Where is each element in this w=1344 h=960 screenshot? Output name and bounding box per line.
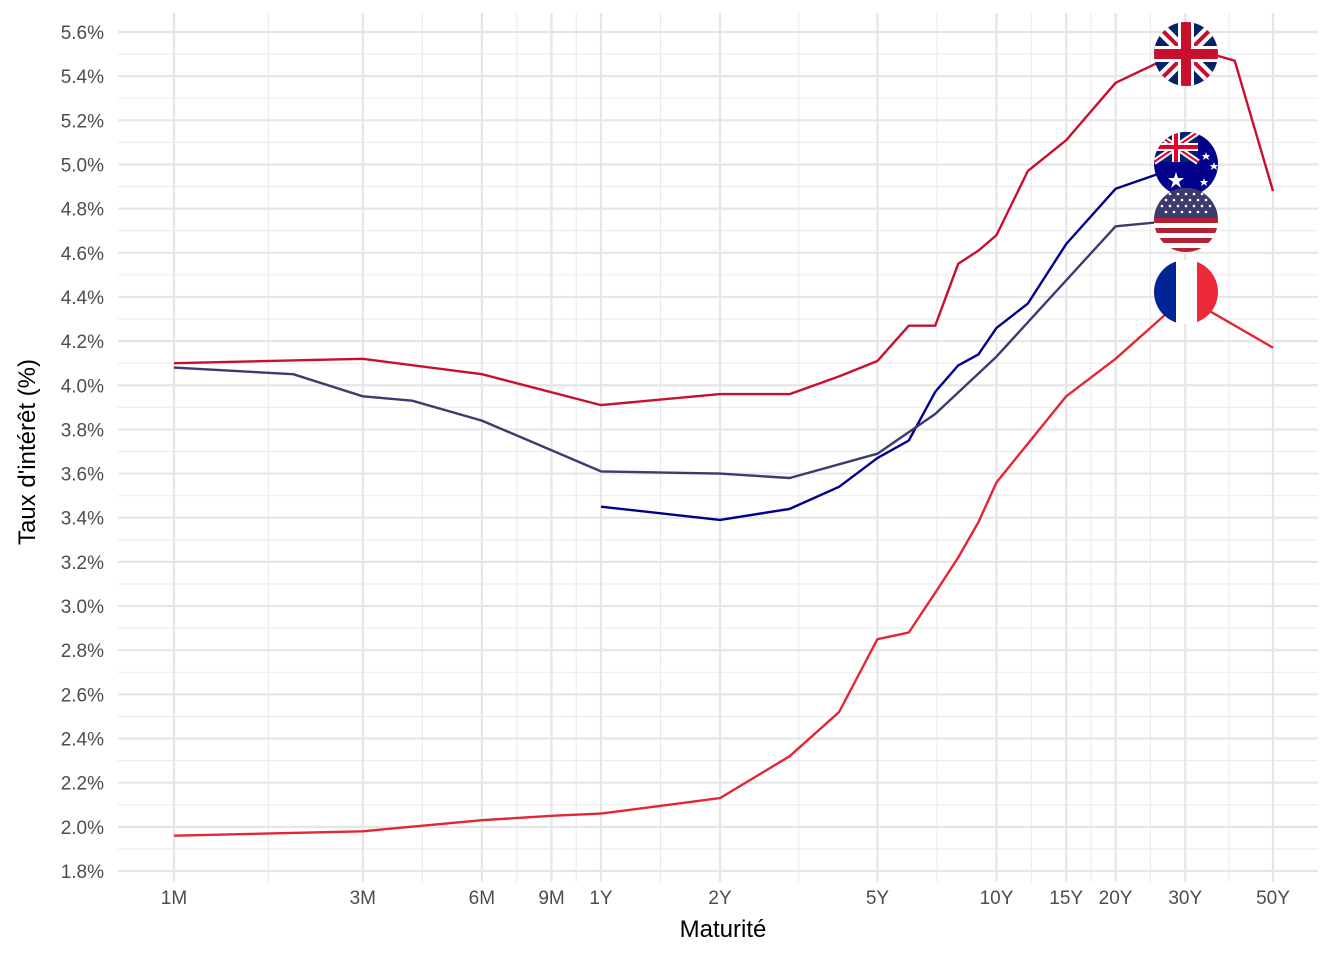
australia-flag-icon xyxy=(1154,132,1218,196)
x-tick-label: 6M xyxy=(469,888,495,909)
y-axis-ticks: 1.8% 2.0% 2.2% 2.4% 2.6% 2.8% 3.0% 3.2% 3.4% 3.6%… xyxy=(61,23,104,883)
x-tick-label: 10Y xyxy=(980,888,1014,909)
y-tick-label: 4.2% xyxy=(61,332,104,353)
y-tick-label: 3.4% xyxy=(61,509,104,530)
x-tick-label: 1Y xyxy=(589,888,613,909)
uk-flag-icon xyxy=(1154,22,1218,86)
x-tick-label: 15Y xyxy=(1049,888,1083,909)
x-tick-label: 2Y xyxy=(708,888,732,909)
y-tick-label: 2.4% xyxy=(61,730,104,751)
y-tick-label: 2.2% xyxy=(61,774,104,795)
australia-yield-line xyxy=(600,163,1186,522)
france-flag-icon xyxy=(1154,260,1218,324)
x-tick-label: 30Y xyxy=(1168,888,1202,909)
y-tick-label: 2.0% xyxy=(61,818,104,839)
y-tick-label: 4.8% xyxy=(61,200,104,221)
series-lines xyxy=(173,48,1275,837)
uk-yield-line xyxy=(173,48,1275,407)
y-tick-label: 2.6% xyxy=(61,685,104,706)
x-tick-label: 9M xyxy=(538,888,564,909)
x-tick-label: 3M xyxy=(350,888,376,909)
x-tick-label: 5Y xyxy=(866,888,890,909)
y-tick-label: 5.2% xyxy=(61,111,104,132)
y-tick-label: 5.6% xyxy=(61,23,104,44)
france-yield-line xyxy=(173,295,1274,837)
y-tick-label: 1.8% xyxy=(61,862,104,883)
y-tick-label: 4.6% xyxy=(61,244,104,265)
usa-yield-line xyxy=(173,218,1186,480)
y-tick-label: 4.0% xyxy=(61,376,104,397)
x-tick-label: 1M xyxy=(161,888,187,909)
y-axis-title: Taux d'intérêt (%) xyxy=(14,359,41,545)
x-axis-title: Maturité xyxy=(680,916,767,943)
y-tick-label: 5.0% xyxy=(61,155,104,176)
grid-lines xyxy=(118,13,1318,882)
y-tick-label: 5.4% xyxy=(61,67,104,88)
y-tick-label: 4.4% xyxy=(61,288,104,309)
usa-flag-icon xyxy=(1154,188,1218,252)
x-tick-label: 50Y xyxy=(1256,888,1290,909)
y-tick-label: 3.2% xyxy=(61,553,104,574)
y-tick-label: 3.6% xyxy=(61,465,104,486)
y-tick-label: 3.0% xyxy=(61,597,104,618)
y-tick-label: 3.8% xyxy=(61,420,104,441)
x-axis-ticks: 1M 3M 6M 9M 1Y 2Y 5Y 10Y 15Y 20Y 30Y 50Y xyxy=(161,888,1290,909)
x-tick-label: 20Y xyxy=(1099,888,1133,909)
y-tick-label: 2.8% xyxy=(61,641,104,662)
